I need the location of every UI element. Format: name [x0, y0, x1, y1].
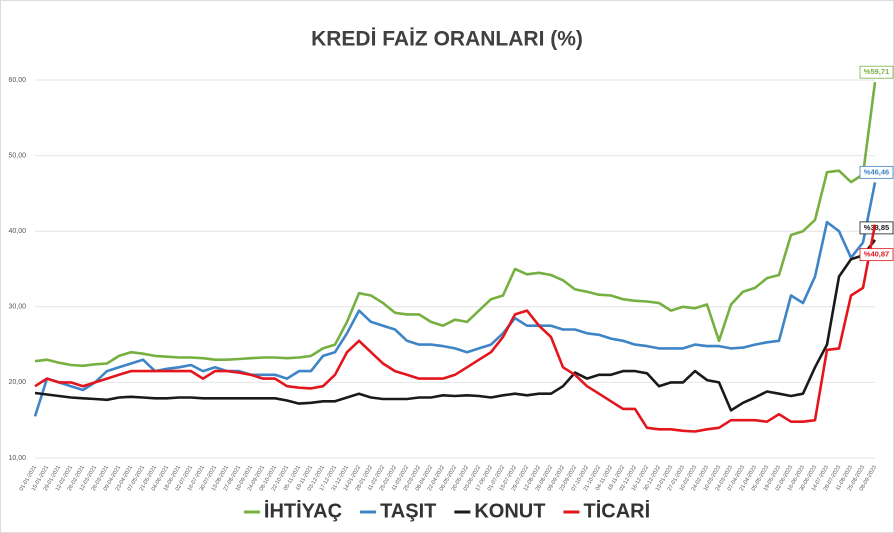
end-label-box: [859, 248, 894, 262]
y-tick-label: 10,00: [8, 455, 26, 462]
legend-label: KONUT: [474, 500, 545, 522]
end-label-box: [859, 165, 894, 179]
legend-label: TİCARİ: [583, 499, 650, 522]
end-label: %46,46: [864, 167, 889, 176]
series-line: [34, 239, 877, 412]
legend-label: TAŞIT: [380, 500, 436, 522]
y-tick-label: 60,00: [8, 77, 26, 84]
end-label: %40,87: [864, 250, 889, 259]
y-tick-label: 30,00: [8, 304, 26, 311]
y-tick-label: 40,00: [8, 228, 26, 235]
series-line: [33, 182, 877, 417]
legend-label: İHTİYAÇ: [264, 499, 342, 522]
series-line: [34, 82, 877, 368]
end-label-box: [859, 65, 894, 79]
end-label-box: [859, 221, 894, 235]
y-tick-label: 20,00: [8, 379, 26, 386]
end-label: %59,71: [864, 67, 889, 76]
legend: İHTİYAÇ TAŞIT KONUT TİCARİ: [243, 499, 650, 522]
series-line: [34, 224, 877, 433]
y-tick-label: 50,00: [8, 152, 26, 159]
end-label: %38,85: [864, 223, 889, 232]
chart-title: KREDİ FAİZ ORANLARI (%): [311, 28, 583, 51]
